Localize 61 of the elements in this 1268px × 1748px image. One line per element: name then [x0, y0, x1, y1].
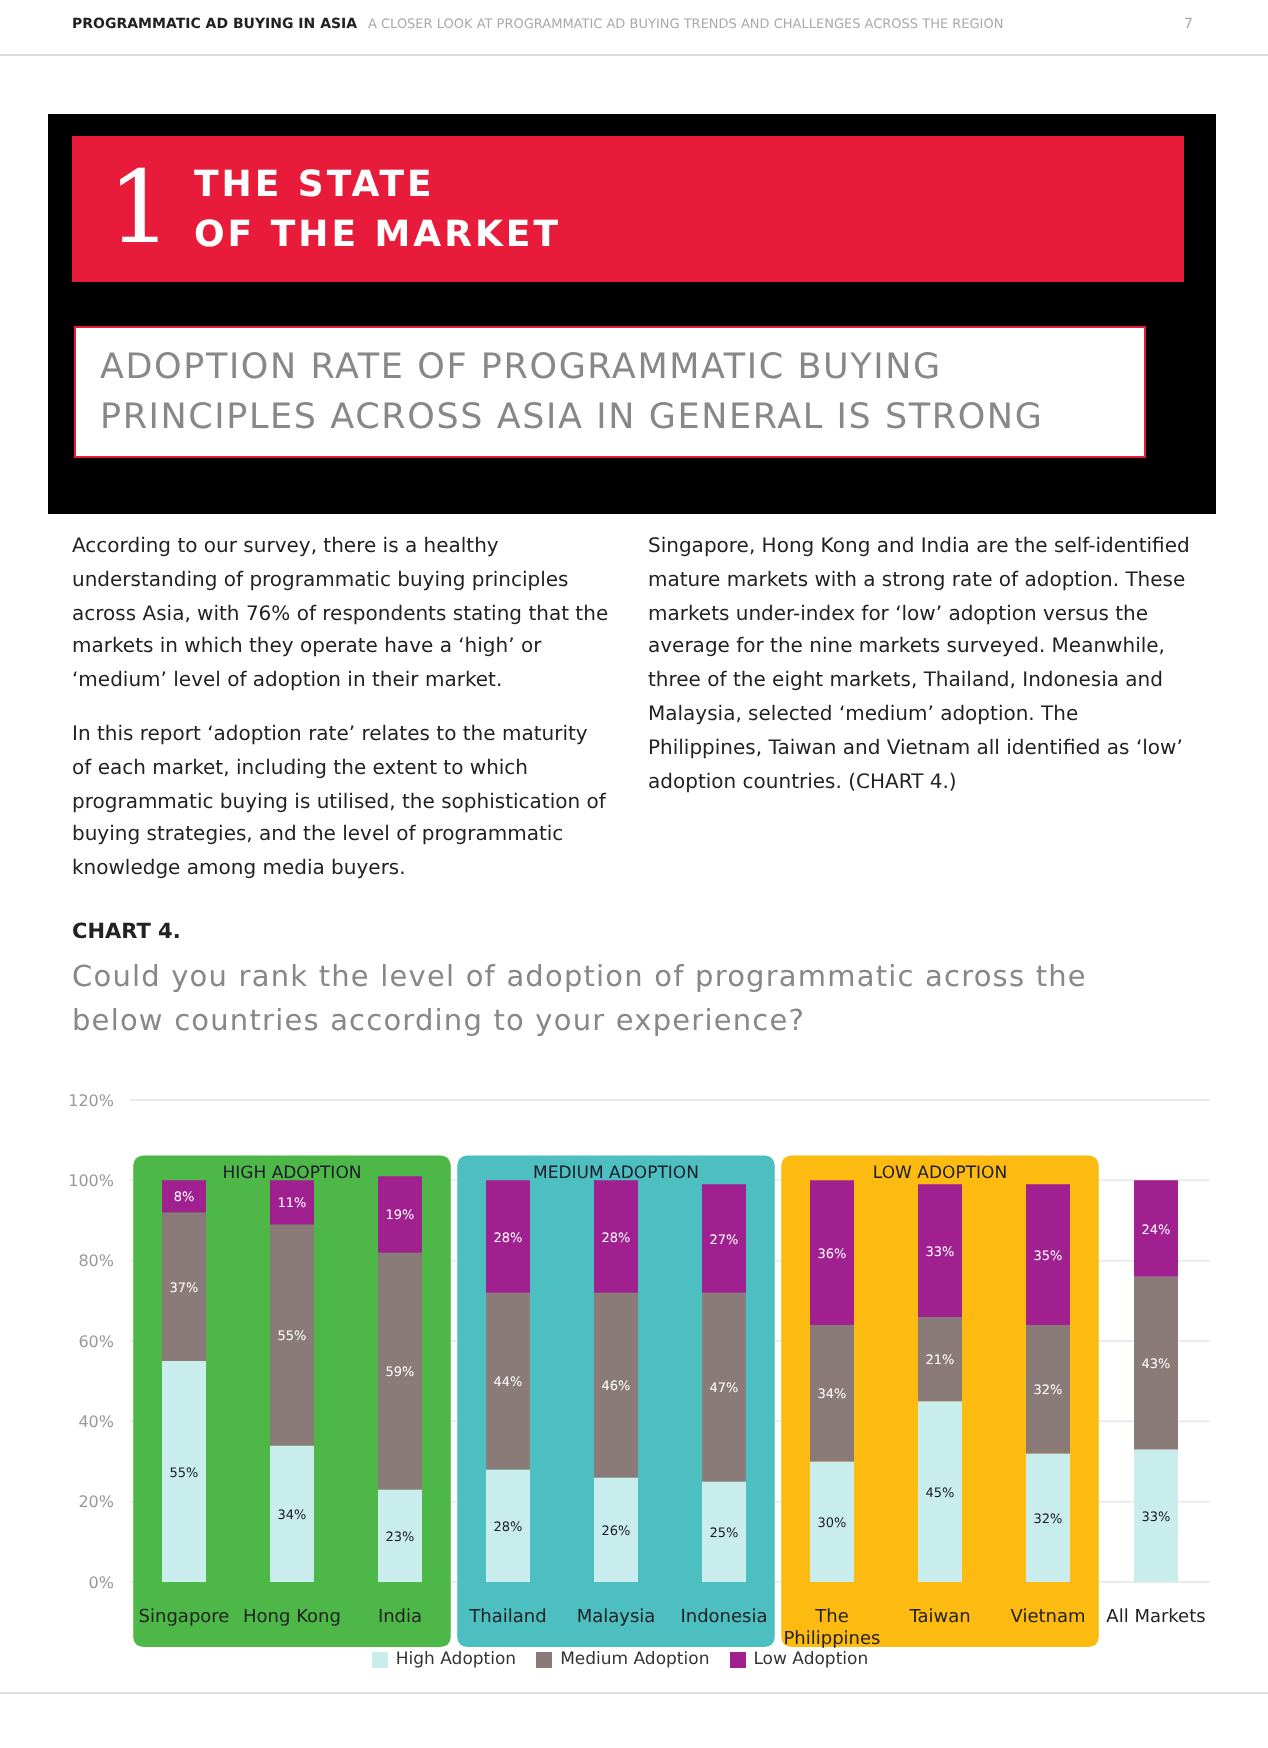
- legend-label: Low Adoption: [753, 1650, 869, 1670]
- bar: [162, 1361, 206, 1582]
- bar: [918, 1401, 962, 1582]
- y-tick-label: 0%: [88, 1573, 115, 1592]
- bar: [1026, 1324, 1070, 1454]
- bar: [702, 1292, 746, 1482]
- bar: [1026, 1184, 1070, 1325]
- chart-title: Could you rank the level of adoption of programmatic across the below countries according to your experience?: [72, 960, 1089, 1042]
- x-tick-label: The Philippines: [783, 1608, 882, 1650]
- bar: [378, 1252, 422, 1490]
- band-label: HIGH ADOPTION: [222, 1163, 362, 1184]
- y-tick-label: 120%: [68, 1091, 115, 1110]
- bar: [1134, 1180, 1178, 1277]
- x-tick-label: Taiwan: [907, 1608, 971, 1628]
- bar: [810, 1180, 854, 1325]
- text: According to our survey, there is a healthy understanding of programmatic buying principles across Asia, with 76% of respondents stating that the markets in which they operate have a ‘high’ or ‘medium’ level of adoption in their market.: [72, 534, 611, 697]
- bar: [594, 1292, 638, 1478]
- bar: [1134, 1449, 1178, 1582]
- bar: [378, 1176, 422, 1253]
- legend-label: Medium Adoption: [560, 1650, 710, 1670]
- text: 1: [108, 148, 172, 268]
- band-label: MEDIUM ADOPTION: [533, 1163, 699, 1184]
- text: Singapore, Hong Kong and India are the self-identified mature markets with a strong rate of adoption. These markets under-index for ‘low’ adoption versus the average for the nine markets surveyed. Meanwhile, three of the eight markets, Thailand, Indonesia and Malaysia, selected ‘medium’ adoption. The Philippines, Taiwan and Vietnam all identified as ‘low’ adoption countries. (CHART 4.): [648, 534, 1192, 798]
- bar: [810, 1324, 854, 1462]
- bar: [486, 1292, 530, 1470]
- text: ADOPTION RATE OF PROGRAMMATIC BUYING PRINCIPLES ACROSS ASIA IN GENERAL IS STRONG: [100, 346, 1046, 442]
- y-tick-label: 40%: [78, 1413, 115, 1432]
- bar: [270, 1445, 314, 1582]
- bar: [1134, 1276, 1178, 1450]
- y-tick-label: 80%: [78, 1252, 115, 1271]
- x-tick-label: Malaysia: [576, 1608, 656, 1628]
- bar: [270, 1224, 314, 1446]
- bar: [918, 1316, 962, 1402]
- band-label: LOW ADOPTION: [872, 1163, 1008, 1184]
- x-tick-label: All Markets: [1106, 1608, 1207, 1628]
- text: THE STATE OF THE MARKET: [194, 162, 561, 260]
- x-tick-label: Vietnam: [1010, 1608, 1086, 1628]
- bar: [486, 1469, 530, 1582]
- bar: [486, 1180, 530, 1293]
- legend-label: High Adoption: [395, 1650, 517, 1670]
- bar: [702, 1184, 746, 1293]
- x-tick-label: Hong Kong: [243, 1608, 341, 1628]
- bar: [162, 1212, 206, 1362]
- bar: [918, 1184, 962, 1317]
- bar: [594, 1477, 638, 1582]
- bar: [1026, 1453, 1070, 1582]
- bar: [378, 1489, 422, 1582]
- y-tick-label: 100%: [68, 1172, 115, 1191]
- bar: [162, 1180, 206, 1213]
- x-tick-label: Singapore: [138, 1608, 231, 1628]
- x-tick-label: India: [377, 1608, 423, 1628]
- x-tick-label: Thailand: [467, 1608, 547, 1628]
- y-tick-label: 60%: [78, 1332, 115, 1351]
- bar: [702, 1481, 746, 1582]
- y-tick-label: 20%: [78, 1493, 115, 1512]
- text: In this report ‘adoption rate’ relates to the maturity of each market, including the extent to which programmatic buying is utilised, the sophistication of buying strategies, and the level of programmatic knowledge among media buyers.: [72, 722, 609, 885]
- x-tick-label: Indonesia: [680, 1608, 768, 1628]
- bar: [810, 1461, 854, 1582]
- bar: [594, 1180, 638, 1293]
- chart-subtitle: CHART 4.: [72, 920, 181, 944]
- bar: [270, 1180, 314, 1225]
